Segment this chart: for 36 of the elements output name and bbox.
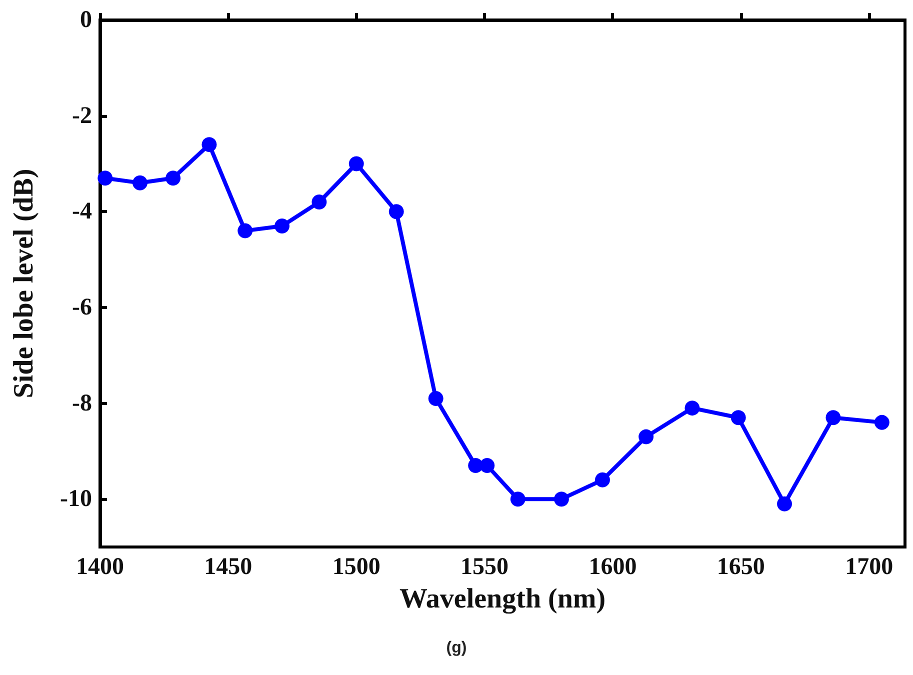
y-tick-label: -2 — [72, 102, 92, 129]
x-tick-label: 1700 — [845, 554, 894, 580]
point — [388, 204, 404, 220]
x-axis-title: Wavelength (nm) — [399, 584, 606, 614]
point — [684, 400, 700, 416]
y-tick-label: -6 — [72, 294, 92, 320]
point — [874, 414, 890, 430]
point — [428, 390, 444, 406]
point — [98, 170, 113, 186]
point — [730, 410, 746, 426]
point — [554, 492, 569, 507]
point — [348, 156, 364, 172]
x-tick-label: 1550 — [460, 554, 509, 580]
y-axis-title: Side lobe level (dB) — [8, 168, 40, 398]
point — [202, 137, 217, 152]
y-tick-label: -4 — [72, 198, 92, 225]
point — [595, 472, 610, 488]
x-tick-label: 1650 — [716, 554, 765, 580]
point — [826, 410, 841, 426]
point — [132, 175, 148, 190]
text: (g) — [446, 640, 467, 656]
x-tick-label: 1600 — [588, 554, 637, 580]
x-tick-label: 1450 — [204, 554, 252, 580]
point — [638, 429, 654, 444]
point — [312, 194, 327, 210]
y-tick-label: -8 — [72, 390, 92, 416]
point — [510, 492, 526, 507]
point — [166, 170, 181, 186]
point — [274, 218, 290, 234]
x-tick-label: 1400 — [76, 554, 124, 580]
y-tick-label: 0 — [80, 7, 92, 33]
point — [480, 458, 495, 474]
x-tick-label: 1500 — [332, 554, 380, 580]
y-tick-label: -10 — [60, 486, 92, 512]
point — [777, 496, 792, 512]
point — [238, 223, 253, 238]
